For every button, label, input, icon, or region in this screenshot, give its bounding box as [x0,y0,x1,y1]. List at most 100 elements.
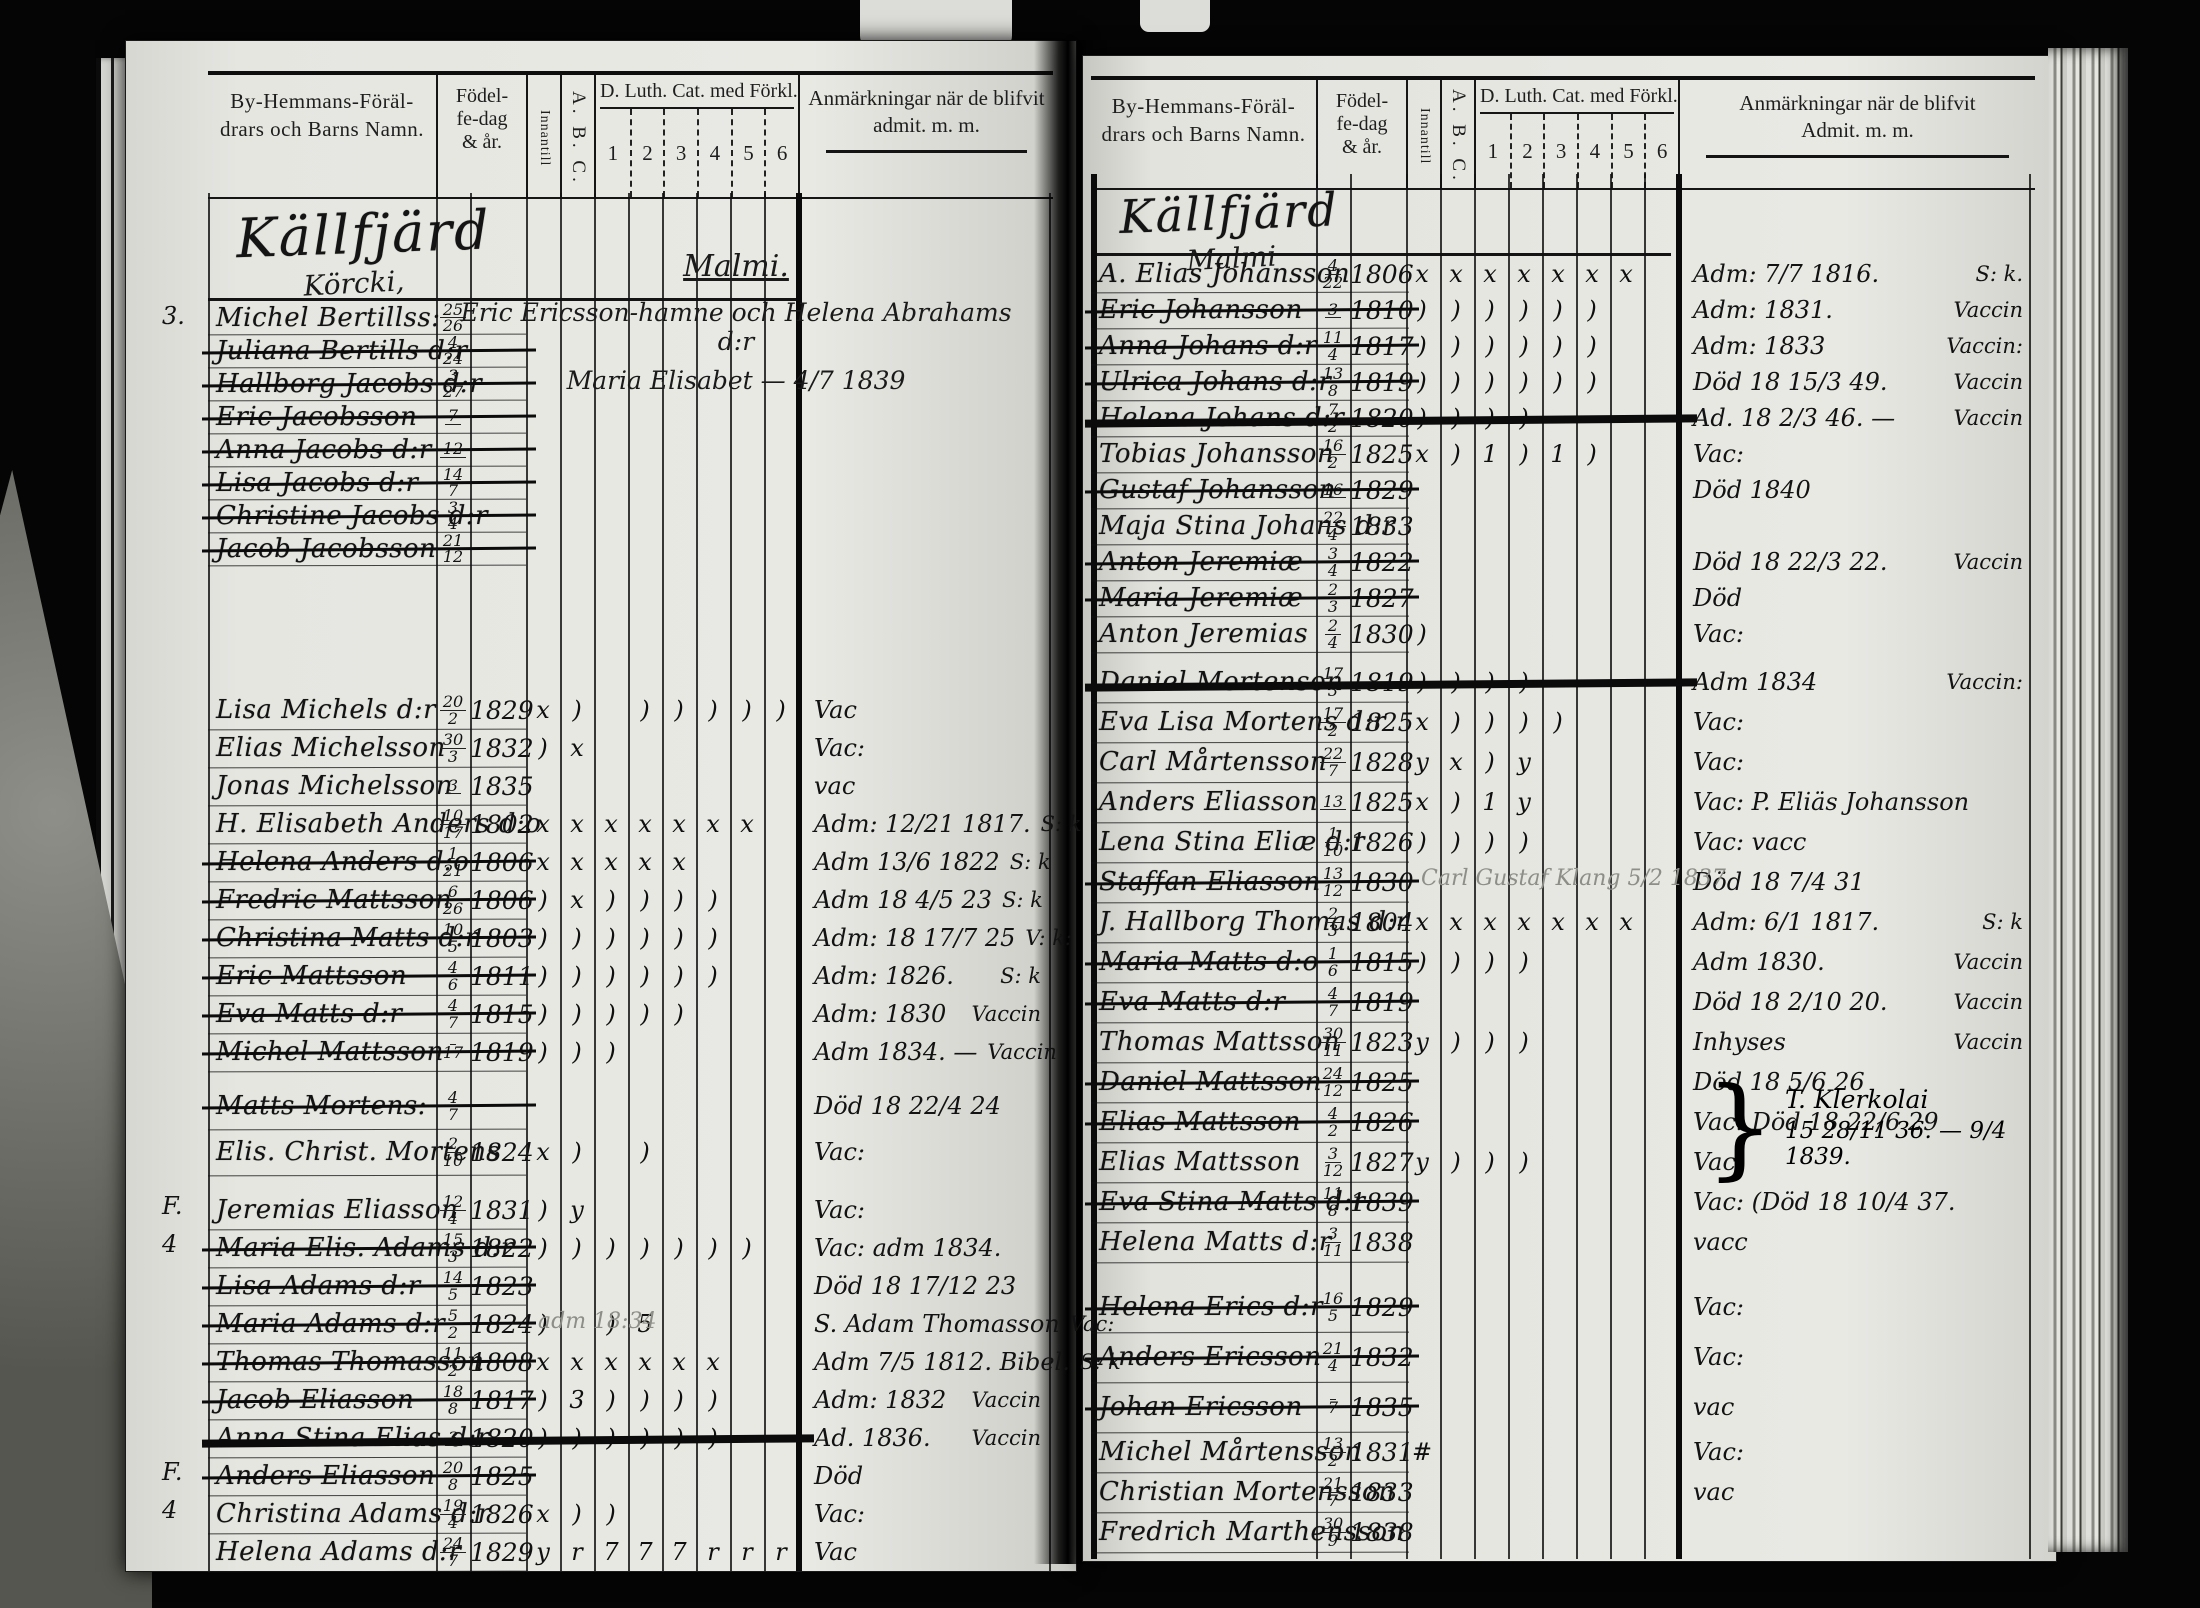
margin-letter: F. [162,1458,183,1486]
birth-day: 17 [1319,706,1347,723]
right-village-title: Källfjärd Malmi [1091,174,2035,277]
catechism-mark: ) [640,962,650,990]
register-row: Maria Jeremiæ 2 3 1827 Död [1084,580,2035,616]
brace-note-line: T. Klerkolai [1785,1085,1929,1114]
entry-name: Tobias Johansson [1099,439,1335,469]
remark-text: Död 18 5/6 26 [1693,1068,1865,1096]
entry-name: Michel Bertillss: [216,302,441,333]
birth-day: 24 [439,1536,467,1553]
brace-annotation: } T. Klerkolai 15 28/11 36. — 9/4 1839. [1705,1072,2056,1182]
remark-side-text: Vaccin [971,1002,1041,1026]
entry-block: A. Elias Johansson 4 22 1806 x x x x x x x Adm: 7/7… [1084,256,2035,652]
birth-month: 9 [1327,1530,1339,1550]
birth-month: 4 [1327,1355,1339,1375]
register-row: Johan Ericsson71835vac [1084,1382,2035,1432]
brace-note-line: 15 28/11 36. — 9/4 1839. [1785,1118,2007,1170]
entry-birth-year: 1823 [1350,1027,1414,1057]
remark-side-text: S: k [1982,910,2023,934]
entry-remark: Död 18 5/6 26 [1677,1068,2035,1096]
catechism-mark: ) [538,886,548,914]
birth-month: 8 [447,1474,459,1494]
register-row: Daniel Mortenson1731819))))Adm 1834Vacci… [1084,662,2035,702]
catechism-mark: ) [538,734,548,762]
birth-month: 6 [1327,960,1339,980]
catechism-mark: ) [1485,948,1495,976]
catechism-mark: ) [1485,1028,1495,1056]
catechism-mark: ) [1451,788,1461,816]
catechism-mark: x [672,848,686,876]
remark-text: Ad. 18 2/3 46. — [1693,404,1896,432]
birth-month: 12 [1322,1080,1344,1100]
pencil-note: adm 18:34 [538,1309,657,1334]
birth-day: 21 [1319,1476,1347,1493]
left-page-header: By-Hemmans-Föräl- drars och Barns Namn. … [208,71,1053,199]
entry-block: 3. Michel Bertillss: 25 26 Juliana Bertills … [162,301,1053,565]
remark-side-text: Vaccin [1953,950,2023,974]
catechism-mark: ) [538,1196,548,1224]
register-row: Juliana Bertills d:r 4 24 [201,334,1053,367]
entry-remark: Vac: [1677,1293,2035,1321]
entry-birth-fraction: 17 2 [1316,706,1350,738]
remark-text: Vac: [814,1196,865,1224]
entry-birth-year: 1828 [1350,747,1414,777]
entry-remark: vac [1677,1393,2035,1421]
entry-remark: Död 18 22/3 22. Vaccin [1677,548,2035,576]
catechism-mark: ) [674,1234,684,1262]
entry-birth-fraction: 13 2 [1316,1436,1350,1468]
catechism-mark: ) [708,962,718,990]
entry-name: Thomas Mattsson [1099,1027,1341,1057]
register-row: Tobias Johansson 16 2 1825 x) 1) 1) Vac: [1091,436,2035,472]
register-row: Thomas Thomasson 11 2 1808 x x x x x x Adm 7/5 181… [201,1343,1121,1381]
catechism-mark: ) [1451,332,1461,360]
catechism-col-number: 1 [1487,138,1499,163]
remark-text: Vac: [814,734,865,762]
birth-month: 26 [442,316,464,335]
entry-remark: Död [1677,584,2035,612]
entry-birth-year: 1802 [470,809,534,839]
remark-text: Adm: 18 17/7 25 [814,924,1016,952]
entry-birth-fraction: 30 9 [1316,1516,1350,1550]
remark-text: Ad. 1836. [814,1424,931,1452]
entry-birth-fraction: 3 [436,777,470,795]
catechism-mark: ) [776,696,786,724]
entry-name: Elis. Christ. Mortens [216,1137,501,1167]
birth-day [1330,1398,1336,1400]
catechism-mark: ) [1417,948,1427,976]
remark-text: Vac: [814,1500,865,1528]
register-row: Eva Matts d:r 4 7 1819 Död 18 2/10 20. Vaccin [1084,982,2035,1022]
register-row: Jacob Jacobsson 21 12 [201,532,1053,565]
catechism-mark: ) [640,886,650,914]
birth-month: 2 [1327,416,1339,436]
register-row: 4 Maria Elis. Adams d:r 15 3 1822))))))) Vac:… [162,1229,1053,1267]
register-row: Ulrica Johans d:r 13 8 1819)))))) Död 18 15/… [1084,364,2035,400]
remark-text: Död 18 7/4 31 [1693,868,1865,896]
entry-name: Helena Matts d:r [1099,1227,1332,1257]
entry-remark: Vac [798,696,1053,724]
catechism-mark: ) [1587,296,1597,324]
remark-text: Inhyses [1693,1028,1786,1056]
catechism-mark: ) [572,1038,582,1066]
entry-name: Anders Eliasson [1099,787,1319,817]
catechism-mark: x [1415,788,1429,816]
entry-name: Maja Stina Johans d:r [1099,511,1396,541]
entry-block: Helena Erics d:r 16 5 1829 Vac: Anders Ericss… [1084,1282,2035,1432]
remark-text: vac [1693,1478,1735,1506]
remark-text: Död [814,1462,864,1490]
entry-birth-fraction: 22 7 [1316,746,1350,778]
entry-remark: Vac: [798,1196,1053,1224]
entry-remark: Död 18 2/10 20. Vaccin [1677,988,2035,1016]
register-row: Elias Mattsson 3 12 1827 y))) Vac: [1091,1142,2035,1182]
entry-remark: Adm 1834 Vaccin: [1677,668,2035,696]
left-page-entries: 3. Michel Bertillss: 25 26 Juliana Bertills … [162,301,1121,1571]
birth-month: 2 [447,1360,459,1380]
register-row: Anton Jeremias 2 4 1830) Vac: [1091,616,2035,652]
catechism-mark: x [604,1348,618,1376]
catechism-mark: x [536,1500,550,1528]
birth-day: 25 [439,301,467,318]
remark-text: Adm: 7/7 1816. [1693,260,1880,288]
entry-birth-fraction: 13 [1316,793,1350,811]
birth-day: 2 [444,1136,462,1153]
entry-birth-year: 1829 [470,695,534,725]
